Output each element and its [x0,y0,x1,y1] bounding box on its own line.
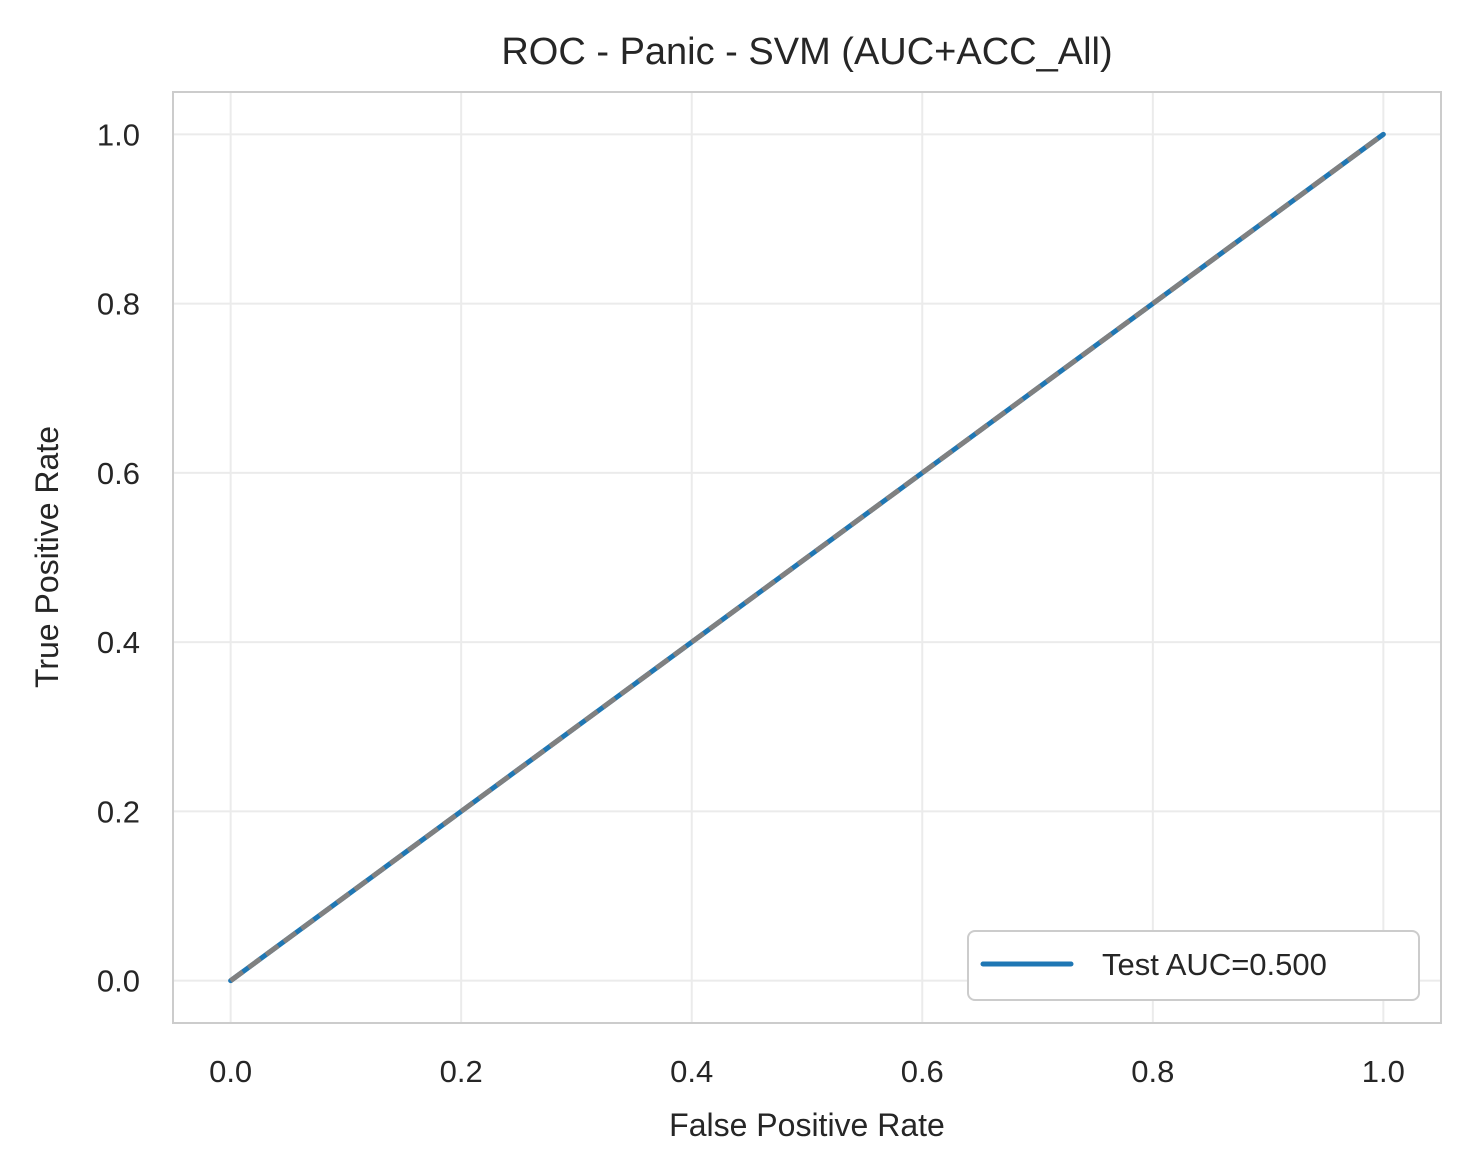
grid [173,92,1441,1023]
y-tick-label: 0.4 [97,625,140,660]
x-tick-label: 1.0 [1362,1054,1405,1089]
y-tick-labels: 0.0 0.2 0.4 0.6 0.8 1.0 [97,117,140,998]
y-tick-label: 0.6 [97,456,140,491]
x-tick-label: 0.0 [209,1054,252,1089]
y-axis-label: True Positive Rate [29,426,65,688]
plot-frame [172,91,1442,1024]
series-layer [228,131,1386,984]
x-tick-label: 0.6 [901,1054,944,1089]
x-axis-label: False Positive Rate [669,1107,945,1143]
y-tick-label: 1.0 [97,117,140,152]
legend-label: Test AUC=0.500 [1102,947,1327,982]
chance-diagonal-line [229,132,1385,983]
x-tick-label: 0.2 [440,1054,483,1089]
x-tick-labels: 0.0 0.2 0.4 0.6 0.8 1.0 [209,1054,1405,1089]
x-tick-label: 0.4 [670,1054,713,1089]
chart-title: ROC - Panic - SVM (AUC+ACC_All) [501,31,1112,73]
y-tick-label: 0.8 [97,287,140,322]
x-tick-label: 0.8 [1131,1054,1174,1089]
legend-box [967,930,1420,1001]
y-tick-label: 0.2 [97,794,140,829]
legend: Test AUC=0.500 [967,930,1420,1001]
y-tick-label: 0.0 [97,964,140,999]
